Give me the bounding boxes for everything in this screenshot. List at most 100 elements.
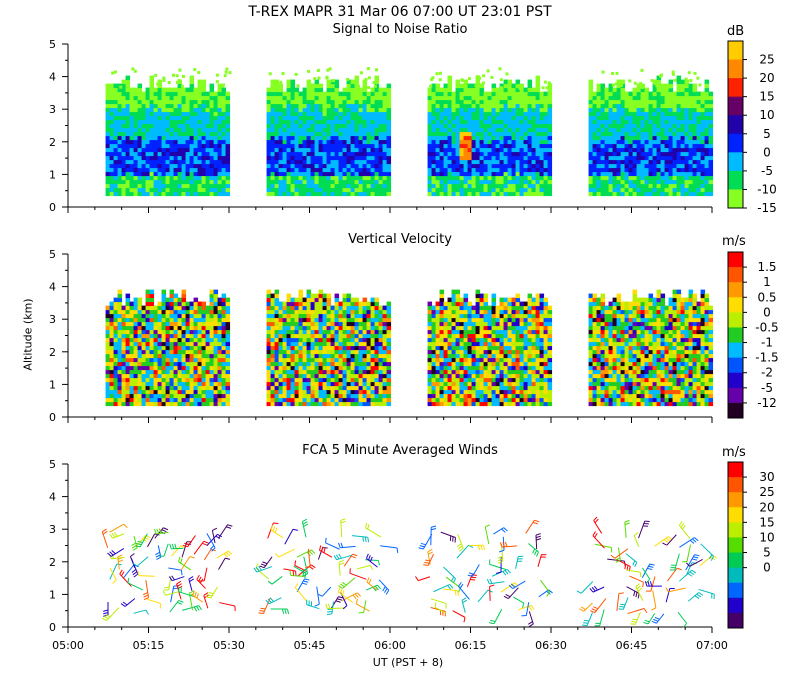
heatmap-cell (149, 333, 155, 339)
heatmap-cell (266, 187, 272, 193)
heatmap-cell (443, 87, 449, 93)
heatmap-cell (193, 297, 199, 303)
heatmap-cell (527, 95, 533, 101)
heatmap-cell (193, 309, 199, 315)
heatmap-speckle (505, 72, 509, 76)
heatmap-cell (382, 167, 388, 173)
heatmap-cell (334, 135, 340, 141)
heatmap-cell (278, 83, 284, 89)
heatmap-cell (310, 361, 316, 367)
heatmap-cell (274, 401, 280, 407)
heatmap-cell (451, 135, 457, 141)
heatmap-cell (177, 381, 183, 387)
heatmap-cell (535, 135, 541, 141)
heatmap-cell (185, 401, 191, 407)
heatmap-cell (213, 175, 219, 181)
heatmap-cell (608, 187, 614, 193)
heatmap-cell (314, 147, 320, 153)
heatmap-cell (270, 329, 276, 335)
heatmap-cell (374, 115, 380, 121)
heatmap-cell (334, 87, 340, 93)
heatmap-cell (487, 99, 493, 105)
heatmap-cell (664, 83, 670, 89)
heatmap-cell (652, 167, 658, 173)
heatmap-cell (266, 167, 272, 173)
heatmap-cell (700, 123, 706, 129)
heatmap-cell (588, 155, 594, 161)
heatmap-cell (596, 99, 602, 105)
heatmap-cell (173, 183, 179, 189)
heatmap-cell (189, 385, 195, 391)
heatmap-cell (680, 175, 686, 181)
heatmap-cell (197, 123, 203, 129)
heatmap-cell (290, 333, 296, 339)
heatmap-cell (221, 131, 227, 137)
heatmap-cell (431, 179, 437, 185)
heatmap-cell (322, 401, 328, 407)
heatmap-cell (499, 111, 505, 117)
heatmap-cell (612, 139, 618, 145)
heatmap-cell (145, 143, 151, 149)
heatmap-cell (354, 83, 360, 89)
heatmap-cell (298, 91, 304, 97)
heatmap-cell (648, 147, 654, 153)
heatmap-cell (302, 147, 308, 153)
heatmap-cell (527, 183, 533, 189)
heatmap-cell (354, 127, 360, 133)
heatmap-cell (201, 329, 207, 335)
heatmap-cell (185, 337, 191, 343)
heatmap-cell (145, 329, 151, 335)
heatmap-cell (201, 127, 207, 133)
heatmap-cell (443, 119, 449, 125)
heatmap-cell (121, 333, 127, 339)
heatmap-cell (342, 183, 348, 189)
heatmap-cell (310, 151, 316, 157)
heatmap-cell (306, 167, 312, 173)
heatmap-cell (318, 83, 324, 89)
heatmap-cell (664, 175, 670, 181)
heatmap-cell (451, 123, 457, 129)
heatmap-cell (133, 361, 139, 367)
heatmap-cell (608, 171, 614, 177)
heatmap-cell (225, 107, 231, 113)
heatmap-cell (274, 99, 280, 105)
heatmap-cell (217, 111, 223, 117)
heatmap-cell (463, 151, 469, 157)
heatmap-cell (692, 143, 698, 149)
heatmap-cell (447, 83, 453, 89)
heatmap-cell (668, 103, 674, 109)
heatmap-cell (213, 369, 219, 375)
heatmap-speckle (438, 78, 442, 82)
heatmap-cell (117, 187, 123, 193)
heatmap-cell (459, 123, 465, 129)
heatmap-cell (439, 99, 445, 105)
heatmap-cell (322, 139, 328, 145)
heatmap-cell (306, 357, 312, 363)
heatmap-cell (547, 87, 553, 93)
heatmap-cell (177, 135, 183, 141)
heatmap-cell (386, 131, 392, 137)
heatmap-cell (350, 147, 356, 153)
heatmap-cell (161, 171, 167, 177)
heatmap-cell (688, 143, 694, 149)
heatmap-cell (270, 191, 276, 197)
heatmap-cell (620, 95, 626, 101)
heatmap-cell (644, 107, 650, 113)
heatmap-cell (435, 135, 441, 141)
heatmap-speckle (224, 70, 228, 74)
heatmap-cell (113, 313, 119, 319)
heatmap-cell (302, 365, 308, 371)
heatmap-speckle (448, 78, 452, 82)
heatmap-cell (435, 147, 441, 153)
heatmap-cell (302, 175, 308, 181)
heatmap-cell (648, 127, 654, 133)
heatmap-cell (688, 95, 694, 101)
heatmap-cell (523, 187, 529, 193)
heatmap-cell (133, 397, 139, 403)
heatmap-cell (113, 369, 119, 375)
heatmap-cell (696, 123, 702, 129)
heatmap-cell (366, 143, 372, 149)
heatmap-cell (479, 91, 485, 97)
heatmap-cell (600, 163, 606, 169)
heatmap-cell (286, 329, 292, 335)
